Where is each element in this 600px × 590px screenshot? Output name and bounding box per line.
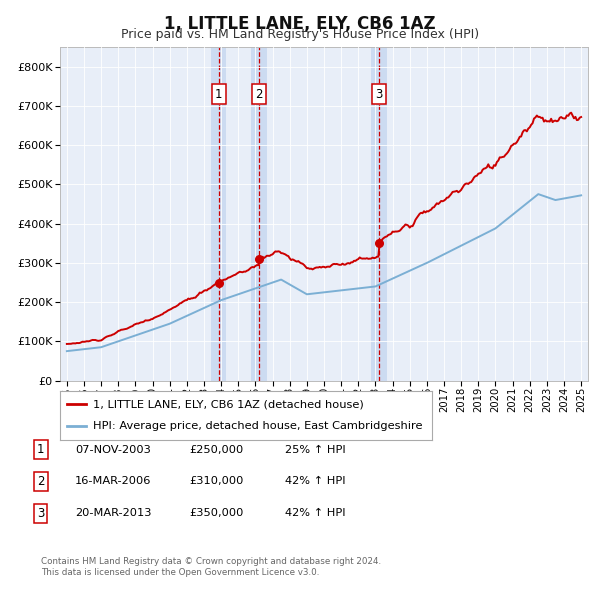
Text: 3: 3 [376, 88, 383, 101]
Text: 42% ↑ HPI: 42% ↑ HPI [285, 509, 346, 518]
Text: 42% ↑ HPI: 42% ↑ HPI [285, 477, 346, 486]
Text: £350,000: £350,000 [189, 509, 244, 518]
Text: 2: 2 [255, 88, 263, 101]
Text: This data is licensed under the Open Government Licence v3.0.: This data is licensed under the Open Gov… [41, 568, 319, 577]
Bar [371, 47, 387, 381]
Text: 07-NOV-2003: 07-NOV-2003 [75, 445, 151, 454]
Text: 1: 1 [37, 443, 44, 456]
Text: £250,000: £250,000 [189, 445, 243, 454]
Text: 25% ↑ HPI: 25% ↑ HPI [285, 445, 346, 454]
Text: 1, LITTLE LANE, ELY, CB6 1AZ (detached house): 1, LITTLE LANE, ELY, CB6 1AZ (detached h… [94, 399, 364, 409]
Text: 2: 2 [37, 475, 44, 488]
Text: Price paid vs. HM Land Registry's House Price Index (HPI): Price paid vs. HM Land Registry's House … [121, 28, 479, 41]
Text: 16-MAR-2006: 16-MAR-2006 [75, 477, 151, 486]
Bar [251, 47, 267, 381]
Text: Contains HM Land Registry data © Crown copyright and database right 2024.: Contains HM Land Registry data © Crown c… [41, 558, 381, 566]
Text: 1, LITTLE LANE, ELY, CB6 1AZ: 1, LITTLE LANE, ELY, CB6 1AZ [164, 15, 436, 33]
Text: 20-MAR-2013: 20-MAR-2013 [75, 509, 151, 518]
Text: HPI: Average price, detached house, East Cambridgeshire: HPI: Average price, detached house, East… [94, 421, 423, 431]
Text: £310,000: £310,000 [189, 477, 244, 486]
Text: 1: 1 [215, 88, 223, 101]
Bar [211, 47, 226, 381]
Text: 3: 3 [37, 507, 44, 520]
